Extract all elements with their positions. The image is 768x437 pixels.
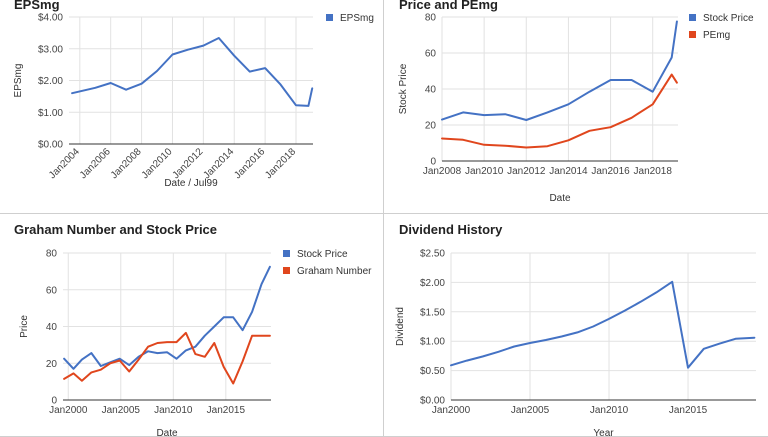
eps-chart-title: EPSmg — [14, 0, 60, 12]
graham-ytick-label: 60 — [46, 285, 58, 296]
price_pe-ytick-label: 80 — [425, 13, 437, 24]
price_pe-ytick-label: 60 — [425, 49, 437, 60]
graham-xtick-label: Jan2005 — [102, 405, 141, 416]
graham-series-line-1 — [63, 265, 271, 370]
eps-chart-panel: EPSmg $0.00 $1.00 $2.00 $3.00 $4.00 Jan2004 Ja… — [0, 0, 384, 214]
price-pe-chart-panel: Price and PEmg 0 20 40 60 80 Jan2008 Jan2010 Ja… — [383, 0, 768, 214]
graham-ytick-label: 0 — [51, 396, 57, 407]
price_pe-legend-swatch — [689, 31, 696, 38]
dividend-ytick-label: $1.50 — [420, 307, 445, 318]
eps-xtick-label: Jan2016 — [232, 146, 267, 181]
dividend-ytick-label: $1.00 — [420, 337, 445, 348]
dividend-chart: $0.00 $0.50 $1.00 $1.50 $2.00 $2.50 Jan2000 Jan… — [395, 249, 756, 437]
dividend-ytick-label: $2.50 — [420, 249, 445, 260]
graham-ytick-label: 40 — [46, 322, 58, 333]
eps-xtick-label: Jan2010 — [140, 146, 175, 181]
eps-xtick-label: Jan2008 — [109, 146, 144, 181]
graham-legend-swatch — [283, 267, 290, 274]
eps-xtick-label: Jan2004 — [47, 146, 82, 181]
price_pe-xtick-label: Jan2014 — [549, 166, 588, 177]
dividend-x-axis-title: Year — [593, 428, 614, 437]
eps-series-line-1 — [71, 37, 314, 107]
graham-chart-title: Graham Number and Stock Price — [14, 222, 218, 237]
price_pe-xtick-label: Jan2018 — [634, 166, 673, 177]
graham-chart-panel: Graham Number and Stock Price 0 20 40 60 80 J… — [0, 213, 384, 437]
dividend-y-axis-title: Dividend — [395, 307, 406, 346]
price_pe-xtick-label: Jan2008 — [423, 166, 462, 177]
graham-chart: 0 20 40 60 80 Jan2000 Jan2005 Jan2010 Jan2015 Dat… — [19, 249, 372, 437]
eps-xtick-label: Jan2018 — [263, 146, 298, 181]
graham-ytick-label: 80 — [46, 249, 58, 260]
price_pe-ytick-label: 20 — [425, 121, 437, 132]
eps-ytick-label: $4.00 — [38, 13, 63, 24]
dividend-ytick-label: $2.00 — [420, 278, 445, 289]
price_pe-legend-label: PEmg — [703, 30, 730, 41]
price_pe-ytick-label: 0 — [430, 157, 436, 168]
eps-chart: $0.00$1.00$2.00$3.00$4.00Jan2004Jan2006J… — [13, 13, 374, 190]
price_pe-xtick-label: Jan2012 — [507, 166, 546, 177]
eps-xtick-label: Jan2012 — [171, 146, 206, 181]
graham-legend-label: Stock Price — [297, 249, 348, 260]
graham-ytick-label: 20 — [46, 359, 58, 370]
eps-ytick-label: $2.00 — [38, 76, 63, 87]
price_pe-xtick-label: Jan2010 — [465, 166, 504, 177]
eps-ytick-label: $3.00 — [38, 44, 63, 55]
eps-legend-label: EPSmg — [340, 13, 374, 24]
price_pe-legend-swatch — [689, 14, 696, 21]
eps-x-axis-title: Date / Jul99 — [164, 178, 218, 189]
eps-ytick-label: $0.00 — [38, 140, 63, 151]
price_pe-x-axis-title: Date — [549, 193, 571, 204]
dividend-xtick-label: Jan2010 — [590, 405, 629, 416]
dividend-ytick-label: $0.00 — [420, 396, 445, 407]
price_pe-y-axis-title: Stock Price — [398, 63, 409, 114]
dividend-xtick-label: Jan2000 — [432, 405, 471, 416]
eps-xtick-label: Jan2006 — [78, 146, 113, 181]
price_pe-legend-label: Stock Price — [703, 13, 754, 24]
graham-x-axis-title: Date — [156, 428, 178, 437]
dividend-chart-panel: Dividend History $0.00 $0.50 $1.00 $1.50 $2.… — [383, 213, 768, 437]
price_pe-xtick-label: Jan2016 — [591, 166, 630, 177]
dividend-chart-title: Dividend History — [399, 222, 503, 237]
dividend-xtick-label: Jan2005 — [511, 405, 550, 416]
eps-y-axis-title: EPSmg — [13, 64, 24, 98]
eps-legend-swatch — [326, 14, 333, 21]
graham-xtick-label: Jan2015 — [207, 405, 246, 416]
eps-xtick-label: Jan2014 — [201, 146, 236, 181]
graham-legend-swatch — [283, 250, 290, 257]
price-pe-chart-title: Price and PEmg — [399, 0, 498, 12]
graham-legend-label: Graham Number — [297, 266, 372, 277]
dividend-series-line-1 — [450, 280, 756, 369]
dividend-xtick-label: Jan2015 — [669, 405, 708, 416]
price_pe-ytick-label: 40 — [425, 85, 437, 96]
graham-xtick-label: Jan2000 — [49, 405, 88, 416]
eps-ytick-label: $1.00 — [38, 108, 63, 119]
graham-series-line-2 — [63, 331, 271, 385]
price_pe-series-line-1 — [441, 20, 678, 121]
graham-y-axis-title: Price — [19, 315, 30, 338]
price_pe-series-line-2 — [441, 73, 678, 149]
dividend-ytick-label: $0.50 — [420, 366, 445, 377]
graham-xtick-label: Jan2010 — [154, 405, 193, 416]
